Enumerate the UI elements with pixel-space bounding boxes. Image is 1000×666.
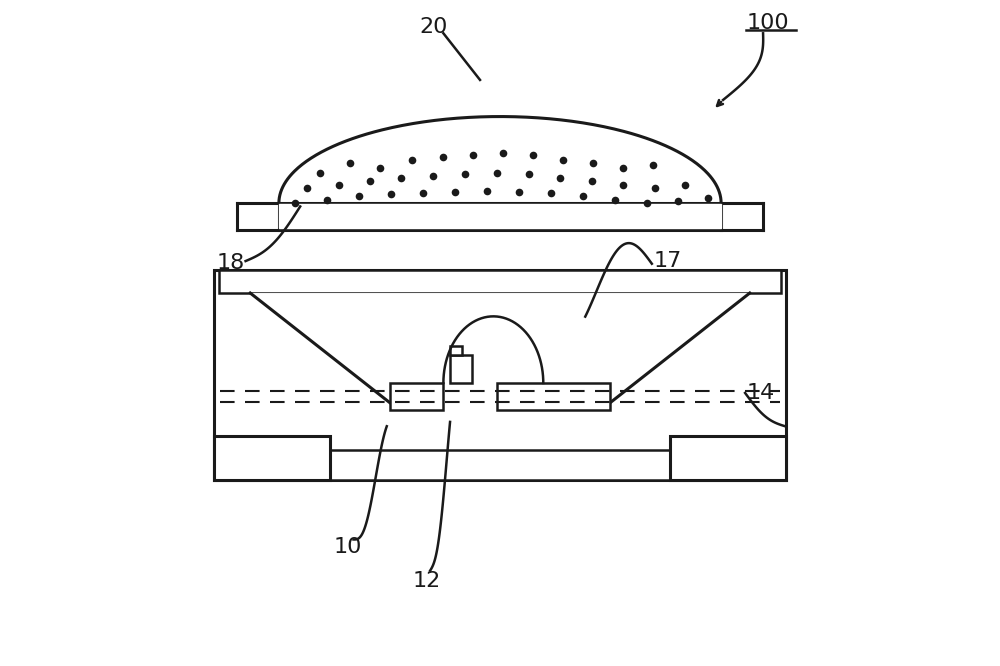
Bar (450, 355, 472, 383)
Text: 20: 20 (419, 17, 448, 37)
Bar (330, 450, 670, 480)
Polygon shape (279, 204, 721, 228)
Text: 14: 14 (746, 383, 775, 403)
Bar (219, 270, 781, 293)
Polygon shape (237, 203, 763, 230)
Text: 18: 18 (216, 253, 244, 273)
Polygon shape (279, 117, 721, 203)
Polygon shape (250, 293, 750, 403)
Text: 17: 17 (653, 251, 681, 271)
Bar (670, 436, 786, 480)
Bar (450, 346, 462, 355)
Bar (214, 460, 786, 480)
Bar (214, 436, 330, 480)
Bar (390, 383, 443, 410)
Text: 100: 100 (746, 13, 789, 33)
Text: 12: 12 (413, 571, 441, 591)
Bar (214, 270, 786, 480)
Bar (497, 383, 610, 410)
Text: 10: 10 (334, 537, 362, 557)
